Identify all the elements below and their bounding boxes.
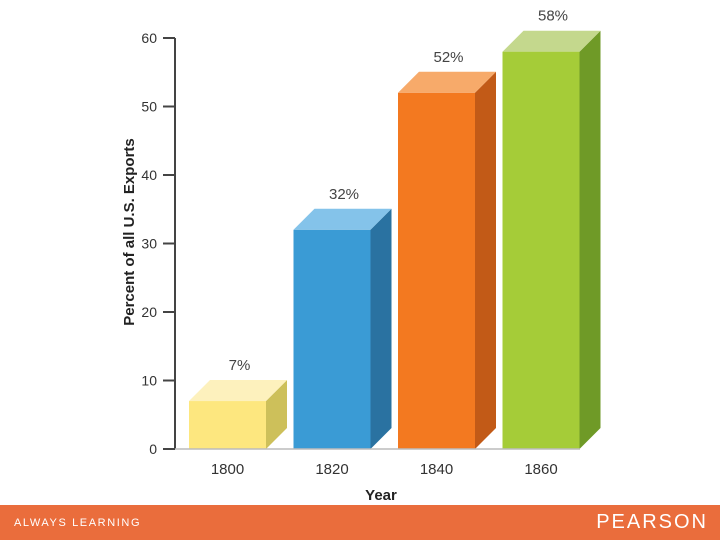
x-tick-label-1820: 1820 bbox=[315, 461, 348, 478]
bar-side bbox=[579, 30, 601, 449]
bar-front bbox=[189, 401, 266, 449]
footer-bar: ALWAYS LEARNING PEARSON bbox=[0, 505, 720, 540]
bar-front bbox=[293, 229, 371, 449]
bar-top bbox=[189, 380, 287, 402]
y-tick-label-40: 40 bbox=[141, 167, 157, 183]
value-label-1860: 58% bbox=[538, 8, 568, 25]
pearson-logo: PEARSON bbox=[596, 511, 708, 533]
y-tick-label-50: 50 bbox=[141, 99, 157, 115]
x-tick-label-1800: 1800 bbox=[211, 461, 244, 478]
value-labels-group: 7% 32% 52% 58% bbox=[229, 8, 568, 374]
bar-1820 bbox=[293, 208, 392, 449]
bar-side bbox=[266, 380, 287, 449]
x-tick-label-1840: 1840 bbox=[420, 461, 453, 478]
y-tick-label-0: 0 bbox=[149, 441, 157, 457]
value-label-1820: 32% bbox=[329, 186, 359, 203]
y-axis-label: Percent of all U.S. Exports bbox=[121, 138, 138, 326]
x-axis-label: Year bbox=[365, 487, 397, 504]
bar-top bbox=[293, 208, 392, 230]
y-tick-label-60: 60 bbox=[141, 30, 157, 46]
y-tick-label-20: 20 bbox=[141, 304, 157, 320]
bar-front bbox=[398, 92, 475, 450]
value-label-1800: 7% bbox=[229, 357, 251, 374]
bar-1840 bbox=[398, 71, 496, 450]
bar-top bbox=[502, 30, 601, 52]
bars-group bbox=[189, 30, 601, 450]
bar-front bbox=[502, 51, 580, 449]
y-ticks-group: 0 10 20 30 40 50 60 bbox=[141, 30, 175, 457]
value-label-1840: 52% bbox=[433, 49, 463, 66]
bar-1800 bbox=[189, 380, 287, 449]
footer-tagline: ALWAYS LEARNING bbox=[14, 517, 142, 529]
y-tick-label-10: 10 bbox=[141, 373, 157, 389]
x-ticks-group: 1800 1820 1840 1860 bbox=[211, 461, 558, 478]
bar-side bbox=[475, 71, 496, 450]
x-tick-label-1860: 1860 bbox=[524, 461, 557, 478]
y-tick-label-30: 30 bbox=[141, 236, 157, 252]
bar-side bbox=[370, 208, 392, 449]
bar-1860 bbox=[502, 30, 601, 449]
bar-top bbox=[398, 71, 496, 93]
